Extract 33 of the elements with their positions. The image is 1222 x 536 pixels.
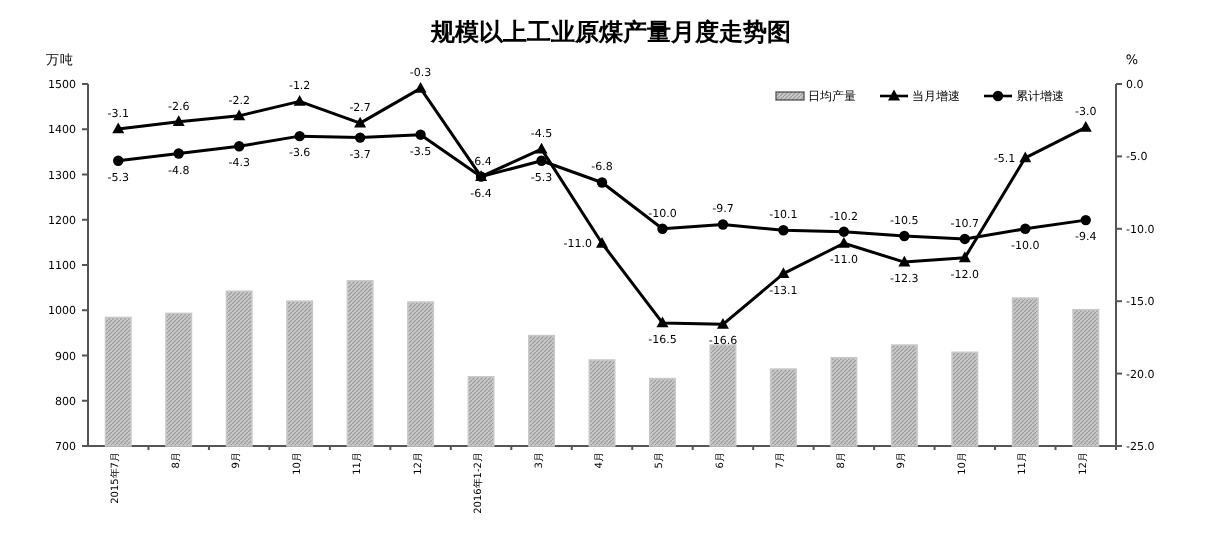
- point: [596, 177, 608, 188]
- point: [173, 148, 184, 159]
- point: [778, 225, 789, 236]
- point: [1019, 151, 1032, 163]
- point: [656, 316, 669, 328]
- point: [294, 130, 305, 142]
- point: [354, 132, 366, 143]
- point: [113, 155, 124, 166]
- point: [777, 267, 790, 279]
- point: [898, 255, 911, 267]
- point: [415, 129, 426, 140]
- point: [899, 230, 910, 242]
- point: [959, 233, 971, 245]
- point: [596, 236, 608, 248]
- chart-title: 规模以上工业原煤产量月度走势图: [429, 18, 791, 46]
- point: [716, 317, 729, 329]
- point: [717, 219, 729, 230]
- point: [1079, 121, 1092, 132]
- point: [112, 122, 125, 134]
- point: [1020, 223, 1031, 234]
- point: [657, 223, 668, 234]
- point: [354, 116, 367, 128]
- point: [536, 155, 547, 166]
- point: [838, 226, 850, 237]
- point: [172, 115, 185, 127]
- point: [414, 81, 427, 93]
- point: [293, 94, 306, 106]
- point: [1080, 214, 1091, 226]
- point: [233, 109, 246, 121]
- point: [535, 142, 548, 154]
- point: [958, 251, 971, 263]
- point: [233, 141, 245, 152]
- point: [837, 236, 850, 248]
